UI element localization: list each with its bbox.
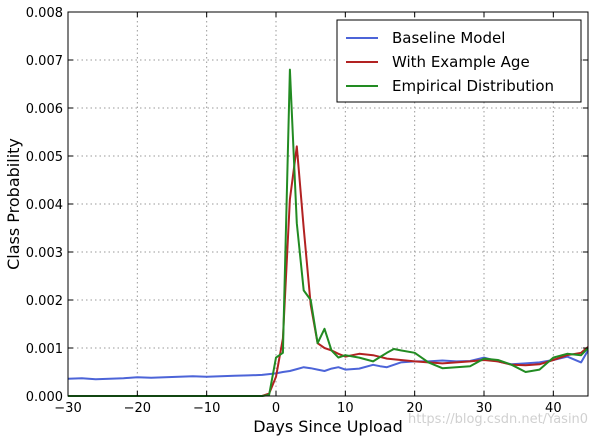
series-lines (67, 68, 589, 397)
x-tick-label: 30 (476, 401, 493, 416)
legend-box (336, 19, 582, 103)
x-tick-label: 40 (545, 401, 562, 416)
legend-label-baseline-model: Baseline Model (392, 29, 505, 47)
x-axis-label: Days Since Upload (253, 417, 403, 436)
y-tick-label: 0.003 (26, 246, 63, 261)
y-tick-label: 0.006 (26, 102, 63, 117)
legend-label-empirical-distribution: Empirical Distribution (392, 77, 554, 95)
x-tick-label: −30 (54, 401, 81, 416)
y-axis-label: Class Probability (4, 138, 23, 270)
y-tick-label: 0.004 (26, 198, 63, 213)
y-tick-label: 0.007 (26, 54, 63, 69)
series-line-empirical-distribution (68, 68, 589, 397)
y-tick-label: 0.008 (26, 6, 63, 21)
x-tick-label: 0 (272, 401, 280, 416)
legend-label-with-example-age: With Example Age (392, 53, 530, 71)
y-tick-label: 0.002 (26, 294, 63, 309)
y-tick-label: 0.000 (26, 390, 63, 405)
x-tick-label: 20 (406, 401, 423, 416)
legend: Baseline Model With Example Age Empirical … (336, 19, 582, 103)
x-tick-label: 10 (337, 401, 354, 416)
x-tick-label: −20 (124, 401, 151, 416)
axis-ticks: −30 −20 −10 0 10 20 30 40 0.000 0.001 0.002 0.003 0.… (26, 6, 588, 416)
y-tick-label: 0.005 (26, 150, 63, 165)
watermark-text: https://blog.csdn.net/Yasin0 (408, 412, 589, 427)
series-line-with-example-age (68, 145, 589, 397)
y-tick-label: 0.001 (26, 342, 63, 357)
x-tick-label: −10 (193, 401, 220, 416)
